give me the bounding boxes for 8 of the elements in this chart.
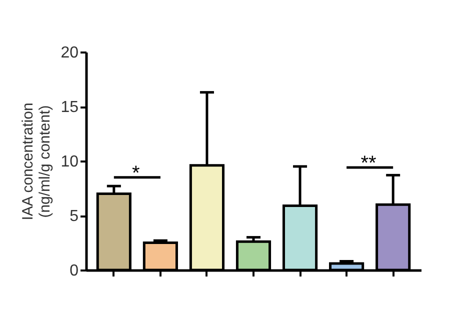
y-tick-label: 20 <box>60 44 79 62</box>
y-tick-label: 15 <box>60 99 79 116</box>
y-tick-label: 0 <box>70 262 79 280</box>
annotation: ** <box>360 152 377 175</box>
annotation: * <box>132 162 140 184</box>
y-tick-label: 10 <box>60 154 79 170</box>
y-tick-label: 5 <box>70 208 79 225</box>
y-axis-title: IAA concentration (ng/ml/g content) <box>20 102 54 220</box>
